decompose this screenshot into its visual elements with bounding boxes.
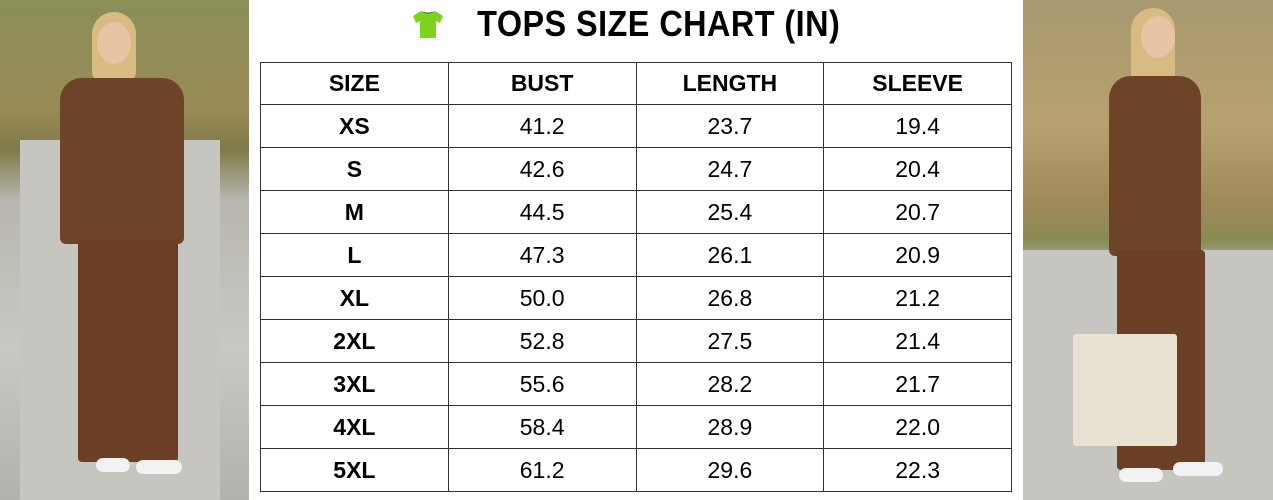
cell-bust: 55.6 bbox=[447, 362, 637, 406]
cell-sleeve: 22.3 bbox=[823, 448, 1012, 492]
table-row: 4XL 58.4 28.9 22.0 bbox=[260, 405, 1012, 449]
cell-sleeve: 20.9 bbox=[823, 233, 1012, 277]
cell-sleeve: 21.2 bbox=[823, 276, 1012, 320]
cell-length: 26.1 bbox=[635, 233, 825, 277]
cell-size: 4XL bbox=[260, 405, 449, 449]
table-row: S 42.6 24.7 20.4 bbox=[260, 147, 1012, 191]
cell-sleeve: 21.4 bbox=[823, 319, 1012, 363]
table-row: L 47.3 26.1 20.9 bbox=[260, 233, 1012, 277]
pants bbox=[78, 240, 178, 462]
cell-length: 23.7 bbox=[635, 104, 825, 148]
chart-title: TOPS SIZE CHART (IN) bbox=[249, 2, 1023, 46]
shoe bbox=[96, 458, 130, 472]
shoe bbox=[1173, 462, 1223, 476]
table-row: 5XL 61.2 29.6 22.3 bbox=[260, 448, 1012, 492]
shoe bbox=[1119, 468, 1163, 482]
header-length: LENGTH bbox=[635, 62, 825, 105]
cell-bust: 52.8 bbox=[447, 319, 637, 363]
cell-sleeve: 20.7 bbox=[823, 190, 1012, 234]
cell-bust: 50.0 bbox=[447, 276, 637, 320]
table-row: XL 50.0 26.8 21.2 bbox=[260, 276, 1012, 320]
cell-bust: 47.3 bbox=[447, 233, 637, 277]
cell-sleeve: 21.7 bbox=[823, 362, 1012, 406]
table-row: 3XL 55.6 28.2 21.7 bbox=[260, 362, 1012, 406]
size-chart-table: SIZE BUST LENGTH SLEEVE XS 41.2 23.7 19.4 S 4… bbox=[260, 62, 1012, 492]
cell-bust: 58.4 bbox=[447, 405, 637, 449]
cell-bust: 41.2 bbox=[447, 104, 637, 148]
cell-size: 3XL bbox=[260, 362, 449, 406]
header-bust: BUST bbox=[447, 62, 637, 105]
header-size: SIZE bbox=[260, 62, 449, 105]
title-text: TOPS SIZE CHART (IN) bbox=[477, 3, 841, 44]
cell-size: XL bbox=[260, 276, 449, 320]
cell-length: 28.2 bbox=[635, 362, 825, 406]
cell-length: 26.8 bbox=[635, 276, 825, 320]
cell-length: 27.5 bbox=[635, 319, 825, 363]
cell-bust: 61.2 bbox=[447, 448, 637, 492]
cell-length: 28.9 bbox=[635, 405, 825, 449]
cell-sleeve: 19.4 bbox=[823, 104, 1012, 148]
cell-sleeve: 22.0 bbox=[823, 405, 1012, 449]
model-head bbox=[1141, 16, 1175, 58]
t-shirt-icon bbox=[413, 11, 444, 38]
cell-length: 29.6 bbox=[635, 448, 825, 492]
cell-bust: 44.5 bbox=[447, 190, 637, 234]
table-row: XS 41.2 23.7 19.4 bbox=[260, 104, 1012, 148]
table-header-row: SIZE BUST LENGTH SLEEVE bbox=[260, 62, 1012, 105]
cell-sleeve: 20.4 bbox=[823, 147, 1012, 191]
cell-size: 2XL bbox=[260, 319, 449, 363]
cell-length: 25.4 bbox=[635, 190, 825, 234]
table-row: M 44.5 25.4 20.7 bbox=[260, 190, 1012, 234]
hoodie bbox=[1109, 76, 1201, 256]
tote-bag bbox=[1073, 334, 1177, 446]
cell-length: 24.7 bbox=[635, 147, 825, 191]
model-photo-front bbox=[0, 0, 249, 500]
cell-size: S bbox=[260, 147, 449, 191]
shoe bbox=[136, 460, 182, 474]
cell-bust: 42.6 bbox=[447, 147, 637, 191]
model-photo-side bbox=[1023, 0, 1273, 500]
model-head bbox=[97, 22, 131, 64]
cell-size: 5XL bbox=[260, 448, 449, 492]
cell-size: M bbox=[260, 190, 449, 234]
hoodie bbox=[60, 78, 184, 244]
cell-size: XS bbox=[260, 104, 449, 148]
header-sleeve: SLEEVE bbox=[823, 62, 1012, 105]
table-row: 2XL 52.8 27.5 21.4 bbox=[260, 319, 1012, 363]
cell-size: L bbox=[260, 233, 449, 277]
